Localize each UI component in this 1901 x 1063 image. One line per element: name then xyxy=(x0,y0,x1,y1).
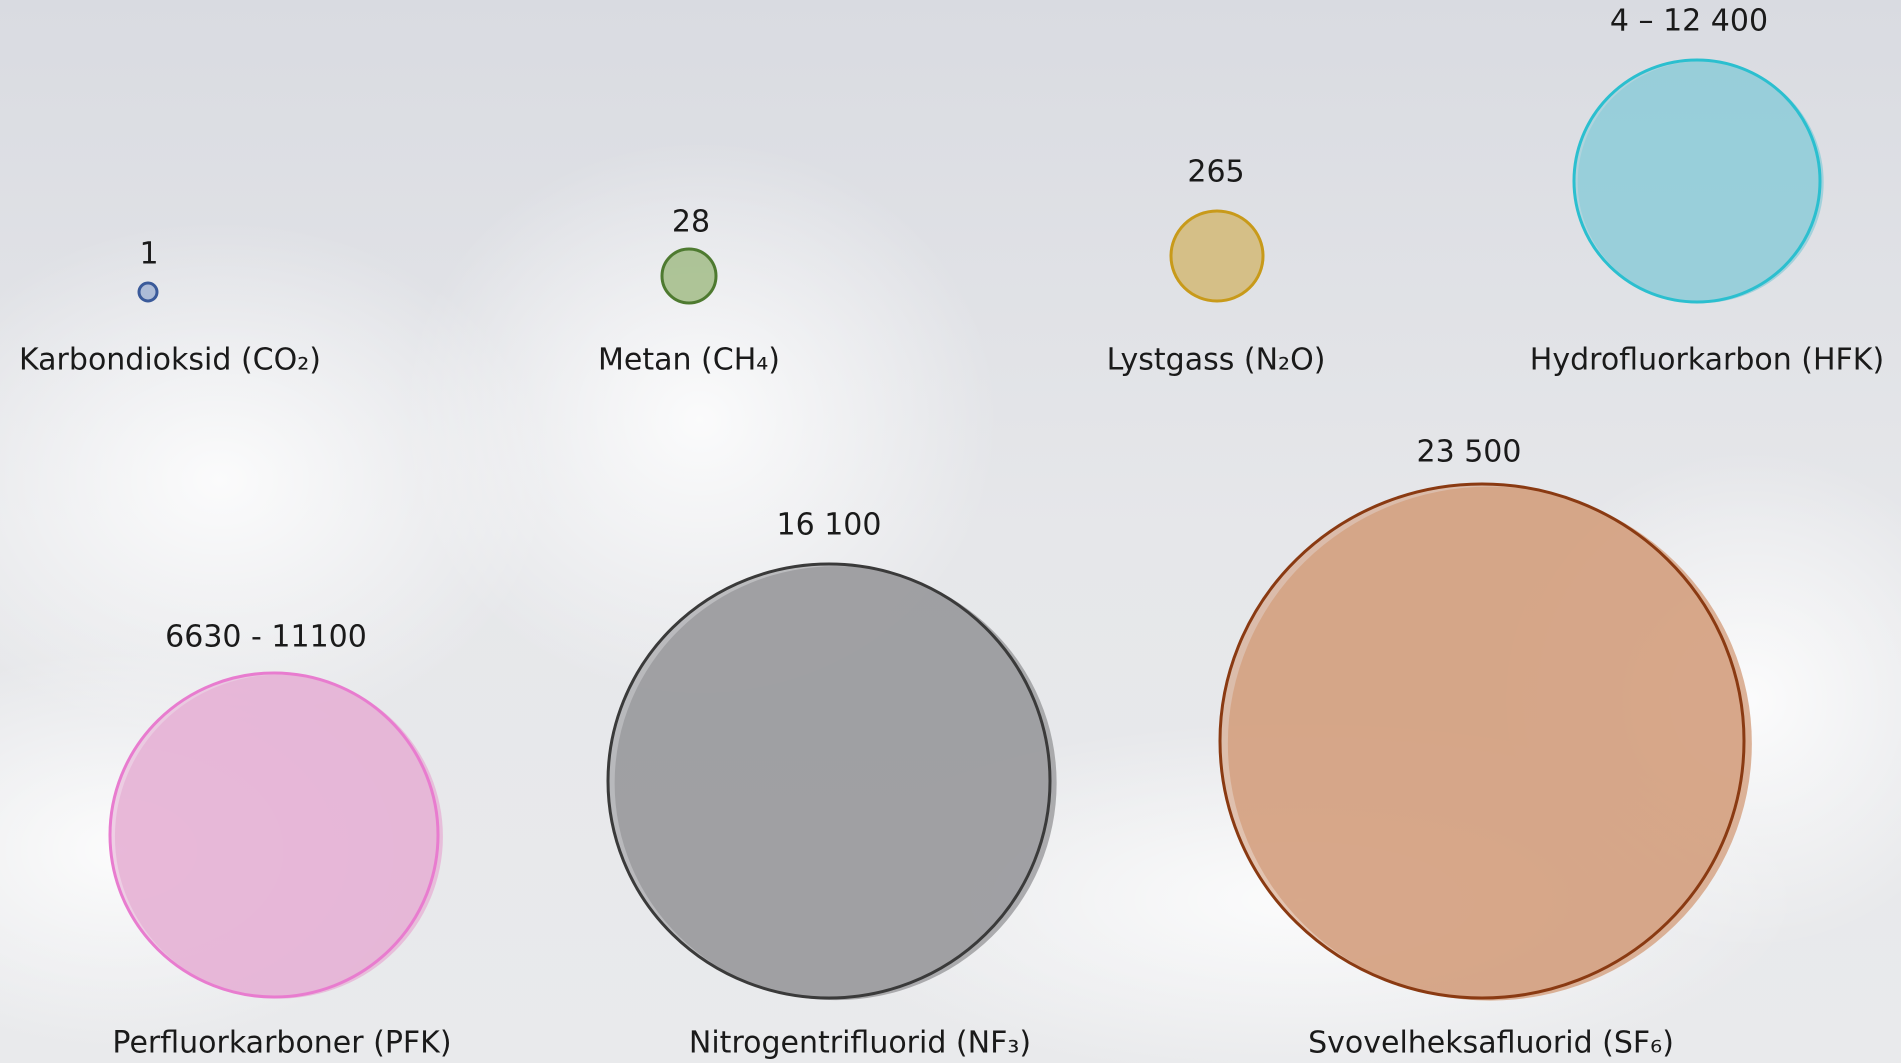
gwp-value-label: 28 xyxy=(672,205,710,240)
gas-name: Nitrogentrifluorid (NF₃) xyxy=(689,1026,1031,1061)
gas-circle xyxy=(1574,60,1820,302)
gas-circle xyxy=(608,564,1050,998)
gwp-value-label: 1 xyxy=(139,237,158,272)
gas-circle xyxy=(110,673,438,997)
gas-name: Lystgass (N₂O) xyxy=(1107,343,1326,378)
gas-name: Svovelheksafluorid (SF₆) xyxy=(1308,1026,1674,1061)
gas-circle xyxy=(662,249,716,303)
gas-name: Hydrofluorkarbon (HFK) xyxy=(1530,343,1884,378)
gwp-value-label: 4 – 12 400 xyxy=(1610,4,1768,39)
gas-name: Karbondioksid (CO₂) xyxy=(19,343,321,378)
gas-name: Perfluorkarboner (PFK) xyxy=(112,1026,451,1061)
infographic: 1 Karbondioksid (CO₂) 28 Metan (CH₄) 265 Lyst… xyxy=(0,0,1901,1063)
gas-name: Metan (CH₄) xyxy=(598,343,780,378)
gas-circle xyxy=(139,283,157,301)
gwp-value-label: 16 100 xyxy=(777,508,882,543)
gas-circle xyxy=(1171,211,1263,301)
gwp-value-label: 6630 - 11100 xyxy=(165,620,367,655)
gas-circle xyxy=(1220,484,1744,998)
gwp-value-label: 265 xyxy=(1187,155,1244,190)
gwp-value-label: 23 500 xyxy=(1417,435,1522,470)
